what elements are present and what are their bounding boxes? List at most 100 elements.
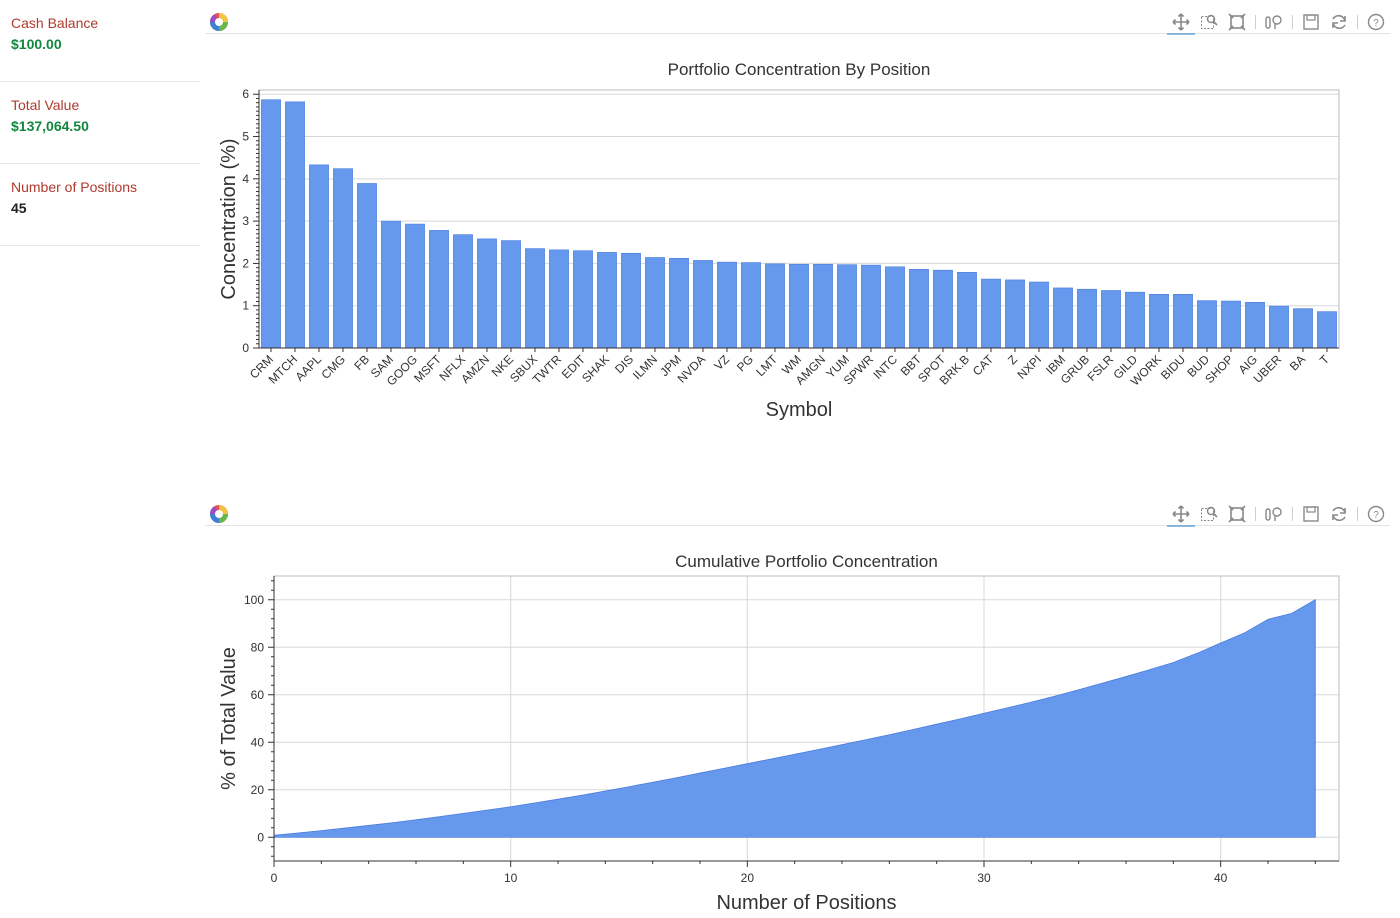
bar-ba bbox=[1293, 308, 1313, 349]
bar-ilmn bbox=[645, 257, 665, 349]
x-tick-label: PG bbox=[734, 352, 756, 374]
bar-yum bbox=[837, 264, 857, 349]
x-tick-label: CMG bbox=[318, 352, 348, 382]
bar-amzn bbox=[477, 238, 497, 349]
chart-toolbar-1: ? bbox=[205, 0, 1390, 35]
wheel-zoom-icon bbox=[1228, 13, 1246, 31]
chart-toolbar-2: ? bbox=[205, 492, 1390, 527]
save-tool-button[interactable] bbox=[1297, 502, 1325, 526]
x-tick-label: UBER bbox=[1251, 352, 1285, 386]
tool-separator bbox=[1292, 507, 1293, 521]
bar-fslr bbox=[1101, 290, 1121, 349]
tool-separator bbox=[1255, 507, 1256, 521]
bar-intc bbox=[885, 266, 905, 349]
stats-sidebar: Cash Balance $100.00 Total Value $137,06… bbox=[0, 0, 200, 246]
bar-gild bbox=[1125, 291, 1145, 349]
bokeh-logo-icon[interactable] bbox=[209, 504, 229, 524]
bar-aapl bbox=[309, 164, 329, 349]
save-tool-button[interactable] bbox=[1297, 10, 1325, 34]
cash-balance-value: $100.00 bbox=[11, 36, 62, 52]
y-tick-label: 3 bbox=[242, 214, 249, 228]
box-zoom-tool-button[interactable] bbox=[1195, 10, 1223, 34]
bar-sam bbox=[381, 220, 401, 349]
tool-separator bbox=[1292, 15, 1293, 29]
x-tick-label: LMT bbox=[753, 352, 780, 379]
box-zoom-tool-button[interactable] bbox=[1195, 502, 1223, 526]
pan-tool-button[interactable] bbox=[1167, 502, 1195, 527]
y-tick-label: 6 bbox=[242, 87, 249, 101]
x-tick-label: VZ bbox=[711, 352, 732, 373]
x-tick-label: 40 bbox=[1214, 871, 1228, 885]
cumulative-area-chart[interactable]: Cumulative Portfolio Concentration 0 20 40 6… bbox=[205, 532, 1390, 918]
wheel-zoom-tool-button[interactable] bbox=[1223, 10, 1251, 34]
bar-edit bbox=[573, 250, 593, 349]
help-tool-button[interactable]: ? bbox=[1362, 10, 1390, 34]
bar-vz bbox=[717, 261, 737, 349]
x-tick-label: FSLR bbox=[1085, 352, 1117, 384]
x-axis-label: Number of Positions bbox=[716, 892, 896, 914]
bar-jpm bbox=[669, 258, 689, 349]
total-value-label: Total Value bbox=[11, 97, 80, 113]
y-tick-label: 20 bbox=[251, 783, 265, 797]
bar-brk.b bbox=[957, 271, 977, 349]
hover-tool-button[interactable] bbox=[1260, 502, 1288, 526]
cash-balance-label: Cash Balance bbox=[11, 15, 99, 31]
pan-icon bbox=[1172, 505, 1190, 523]
bar-lmt bbox=[765, 263, 785, 349]
bar-bidu bbox=[1173, 293, 1193, 349]
bar-dis bbox=[621, 252, 641, 349]
bar-nvda bbox=[693, 260, 713, 349]
bar-amgn bbox=[813, 263, 833, 349]
bar-twtr bbox=[549, 249, 569, 349]
bar-crm bbox=[261, 99, 281, 349]
reset-tool-button[interactable] bbox=[1325, 10, 1353, 34]
x-tick-label: ILMN bbox=[630, 352, 660, 382]
wheel-zoom-tool-button[interactable] bbox=[1223, 502, 1251, 526]
concentration-bar-chart[interactable]: Portfolio Concentration By Position 0 1 2 3 4… bbox=[205, 40, 1390, 430]
y-tick-label: 5 bbox=[242, 130, 249, 144]
y-tick-label: 0 bbox=[242, 341, 249, 355]
hover-icon bbox=[1265, 507, 1282, 521]
reset-icon bbox=[1332, 507, 1346, 521]
help-icon: ? bbox=[1367, 505, 1385, 523]
total-value-stat: Total Value $137,064.50 bbox=[0, 82, 200, 164]
bar-cmg bbox=[333, 168, 353, 349]
x-tick-label: 20 bbox=[741, 871, 755, 885]
y-axis-label: % of Total Value bbox=[218, 647, 240, 790]
x-axis-label: Symbol bbox=[766, 399, 833, 421]
help-tool-button[interactable]: ? bbox=[1362, 502, 1390, 526]
x-tick-label: BA bbox=[1287, 352, 1308, 373]
box-zoom-icon bbox=[1201, 14, 1218, 29]
pan-tool-button[interactable] bbox=[1167, 10, 1195, 35]
bar-goog bbox=[405, 223, 425, 349]
bar-msft bbox=[429, 230, 449, 349]
svg-text:?: ? bbox=[1373, 18, 1379, 29]
bar-spwr bbox=[861, 264, 881, 349]
bar-mtch bbox=[285, 101, 305, 349]
wheel-zoom-icon bbox=[1228, 505, 1246, 523]
bar-bbt bbox=[909, 269, 929, 349]
bokeh-logo-icon[interactable] bbox=[209, 12, 229, 32]
chart-title: Cumulative Portfolio Concentration bbox=[675, 552, 938, 571]
y-tick-label: 1 bbox=[242, 299, 249, 313]
reset-icon bbox=[1332, 15, 1346, 29]
positions-value: 45 bbox=[11, 200, 27, 216]
x-tick-label: Z bbox=[1005, 352, 1020, 367]
pan-icon bbox=[1172, 13, 1190, 31]
chart-tools-2: ? bbox=[1167, 502, 1390, 527]
svg-text:?: ? bbox=[1373, 510, 1379, 521]
bar-wm bbox=[789, 263, 809, 349]
hover-tool-button[interactable] bbox=[1260, 10, 1288, 34]
reset-tool-button[interactable] bbox=[1325, 502, 1353, 526]
bar-aig bbox=[1245, 302, 1265, 349]
x-tick-label: T bbox=[1317, 352, 1333, 368]
cumulative-area-chart-container: Cumulative Portfolio Concentration 0 20 40 6… bbox=[205, 532, 1390, 918]
x-tick-label: 30 bbox=[977, 871, 991, 885]
bar-nke bbox=[501, 240, 521, 349]
bar-uber bbox=[1269, 305, 1289, 349]
x-tick-label: AAPL bbox=[293, 352, 325, 384]
bar-shop bbox=[1221, 300, 1241, 349]
positions-stat: Number of Positions 45 bbox=[0, 164, 200, 246]
bar-fb bbox=[357, 183, 377, 349]
positions-label: Number of Positions bbox=[11, 179, 138, 195]
